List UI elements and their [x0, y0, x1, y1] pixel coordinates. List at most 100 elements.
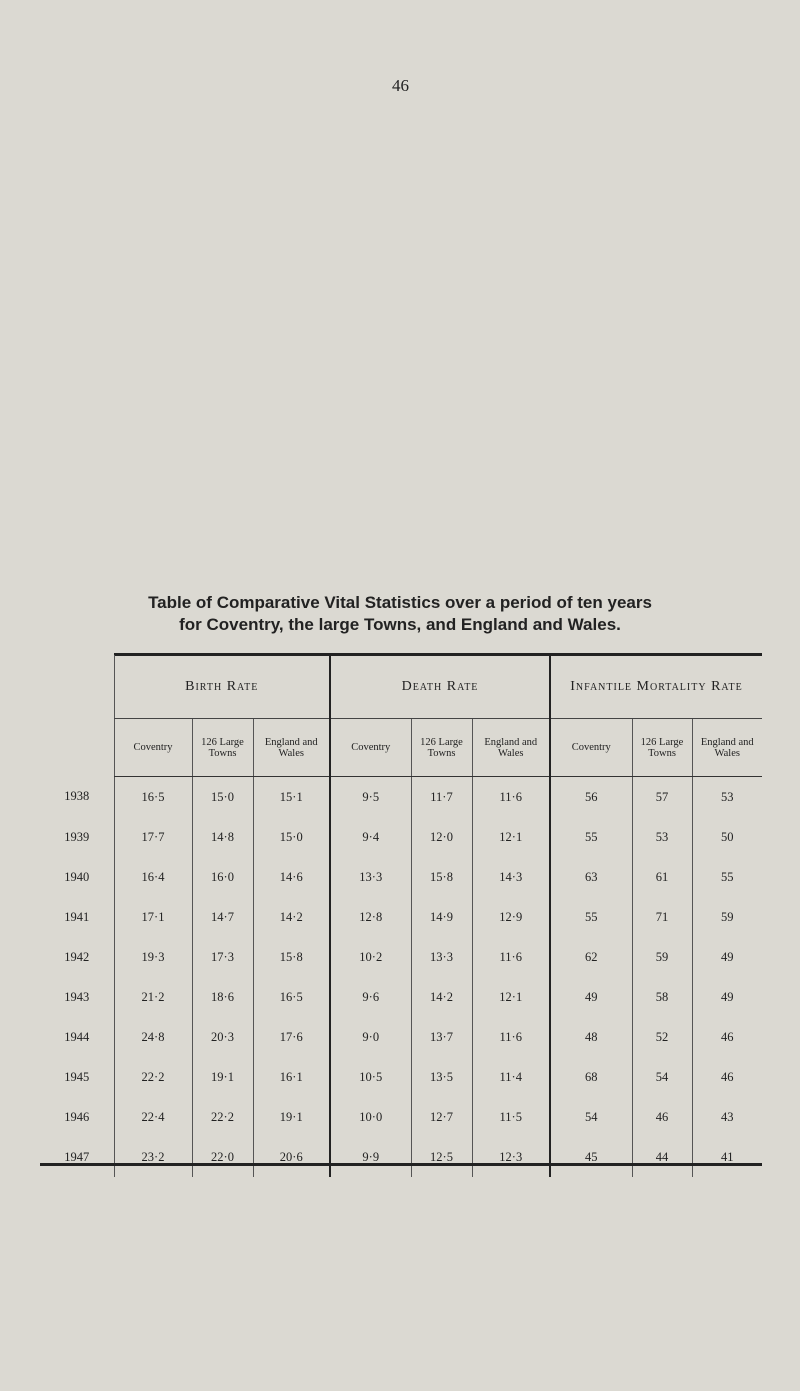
value-cell: 12·7 — [410, 1097, 472, 1137]
value-cell: 44 — [631, 1137, 692, 1177]
page-number: 46 — [392, 76, 409, 95]
table-row: 1941 17·1 14·7 14·2 12·8 14·9 12·9 55 71 59 — [40, 897, 762, 937]
value-cell: 15·8 — [252, 937, 330, 977]
table-row: 1940 16·4 16·0 14·6 13·3 15·8 14·3 63 61 55 — [40, 857, 762, 897]
value-cell: 62 — [549, 937, 632, 977]
value-cell: 11·4 — [471, 1057, 550, 1097]
group-infantile-mortality: Infantile Mortality Rate — [549, 655, 762, 719]
value-cell: 59 — [691, 897, 762, 937]
value-cell: 12·5 — [410, 1137, 472, 1177]
value-cell: 49 — [691, 977, 762, 1017]
year-cell: 1945 — [64, 1069, 90, 1084]
value-cell: 63 — [549, 857, 632, 897]
value-cell: 18·6 — [191, 977, 253, 1017]
table-row: 1942 19·3 17·3 15·8 10·2 13·3 11·6 62 59 49 — [40, 937, 762, 977]
value-cell: 9·4 — [329, 817, 411, 857]
column-header: England and Wales — [252, 718, 330, 777]
value-cell: 16·5 — [113, 776, 192, 817]
value-cell: 14·8 — [191, 817, 253, 857]
value-cell: 46 — [691, 1057, 762, 1097]
value-cell: 52 — [631, 1017, 692, 1057]
value-cell: 55 — [549, 817, 632, 857]
table-body: 1938 16·5 15·0 15·1 9·5 11·7 11·6 56 57 53 1939 17·… — [40, 776, 762, 1177]
value-cell: 14·2 — [410, 977, 472, 1017]
value-cell: 16·4 — [113, 857, 192, 897]
value-cell: 58 — [631, 977, 692, 1017]
value-cell: 19·1 — [252, 1097, 330, 1137]
value-cell: 11·5 — [471, 1097, 550, 1137]
value-cell: 10·5 — [329, 1057, 411, 1097]
value-cell: 11·6 — [471, 937, 550, 977]
value-cell: 15·0 — [252, 817, 330, 857]
value-cell: 48 — [549, 1017, 632, 1057]
value-cell: 16·0 — [191, 857, 253, 897]
value-cell: 68 — [549, 1057, 632, 1097]
value-cell: 17·7 — [113, 817, 192, 857]
value-cell: 61 — [631, 857, 692, 897]
table-row: 1943 21·2 18·6 16·5 9·6 14·2 12·1 49 58 49 — [40, 977, 762, 1017]
value-cell: 22·0 — [191, 1137, 253, 1177]
column-header: 126 Large Towns — [631, 718, 692, 777]
value-cell: 14·9 — [410, 897, 472, 937]
vital-statistics-table: Birth Rate Death Rate Infantile Mortalit… — [40, 655, 762, 1177]
value-cell: 13·7 — [410, 1017, 472, 1057]
column-header: England and Wales — [691, 718, 762, 777]
table-title: Table of Comparative Vital Statistics ov… — [0, 592, 800, 636]
value-cell: 22·4 — [113, 1097, 192, 1137]
column-header: Coventry — [329, 718, 411, 777]
group-header-row: Birth Rate Death Rate Infantile Mortalit… — [40, 655, 762, 719]
value-cell: 9·9 — [329, 1137, 411, 1177]
year-cell: 1946 — [64, 1109, 90, 1124]
value-cell: 55 — [691, 857, 762, 897]
value-cell: 23·2 — [113, 1137, 192, 1177]
value-cell: 14·6 — [252, 857, 330, 897]
value-cell: 43 — [691, 1097, 762, 1137]
year-cell: 1940 — [64, 869, 90, 884]
table-row: 1938 16·5 15·0 15·1 9·5 11·7 11·6 56 57 53 — [40, 776, 762, 817]
value-cell: 12·0 — [410, 817, 472, 857]
value-cell: 13·5 — [410, 1057, 472, 1097]
table-row: 1939 17·7 14·8 15·0 9·4 12·0 12·1 55 53 50 — [40, 817, 762, 857]
year-cell: 1942 — [64, 949, 90, 964]
column-header: England and Wales — [471, 718, 550, 777]
value-cell: 14·7 — [191, 897, 253, 937]
value-cell: 17·1 — [113, 897, 192, 937]
value-cell: 45 — [549, 1137, 632, 1177]
value-cell: 10·2 — [329, 937, 411, 977]
year-cell: 1938 — [64, 789, 90, 804]
value-cell: 14·3 — [471, 857, 550, 897]
value-cell: 41 — [691, 1137, 762, 1177]
value-cell: 24·8 — [113, 1017, 192, 1057]
group-birth-rate: Birth Rate — [113, 655, 330, 719]
value-cell: 9·0 — [329, 1017, 411, 1057]
value-cell: 46 — [691, 1017, 762, 1057]
top-rule — [114, 653, 762, 656]
bottom-rule — [40, 1163, 762, 1166]
value-cell: 53 — [691, 776, 762, 817]
value-cell: 50 — [691, 817, 762, 857]
value-cell: 12·1 — [471, 977, 550, 1017]
value-cell: 12·3 — [471, 1137, 550, 1177]
value-cell: 20·3 — [191, 1017, 253, 1057]
value-cell: 56 — [549, 776, 632, 817]
value-cell: 22·2 — [113, 1057, 192, 1097]
value-cell: 20·6 — [252, 1137, 330, 1177]
value-cell: 17·6 — [252, 1017, 330, 1057]
title-line-1: Table of Comparative Vital Statistics ov… — [148, 593, 652, 612]
value-cell: 12·9 — [471, 897, 550, 937]
value-cell: 9·6 — [329, 977, 411, 1017]
value-cell: 17·3 — [191, 937, 253, 977]
value-cell: 49 — [549, 977, 632, 1017]
value-cell: 22·2 — [191, 1097, 253, 1137]
table-row: 1945 22·2 19·1 16·1 10·5 13·5 11·4 68 54 46 — [40, 1057, 762, 1097]
value-cell: 11·6 — [471, 776, 550, 817]
year-cell: 1944 — [64, 1029, 90, 1044]
table-row: 1946 22·4 22·2 19·1 10·0 12·7 11·5 54 46 43 — [40, 1097, 762, 1137]
value-cell: 54 — [549, 1097, 632, 1137]
year-cell: 1947 — [64, 1149, 90, 1164]
value-cell: 13·3 — [329, 857, 411, 897]
value-cell: 55 — [549, 897, 632, 937]
value-cell: 16·5 — [252, 977, 330, 1017]
table-row: 1947 23·2 22·0 20·6 9·9 12·5 12·3 45 44 41 — [40, 1137, 762, 1177]
